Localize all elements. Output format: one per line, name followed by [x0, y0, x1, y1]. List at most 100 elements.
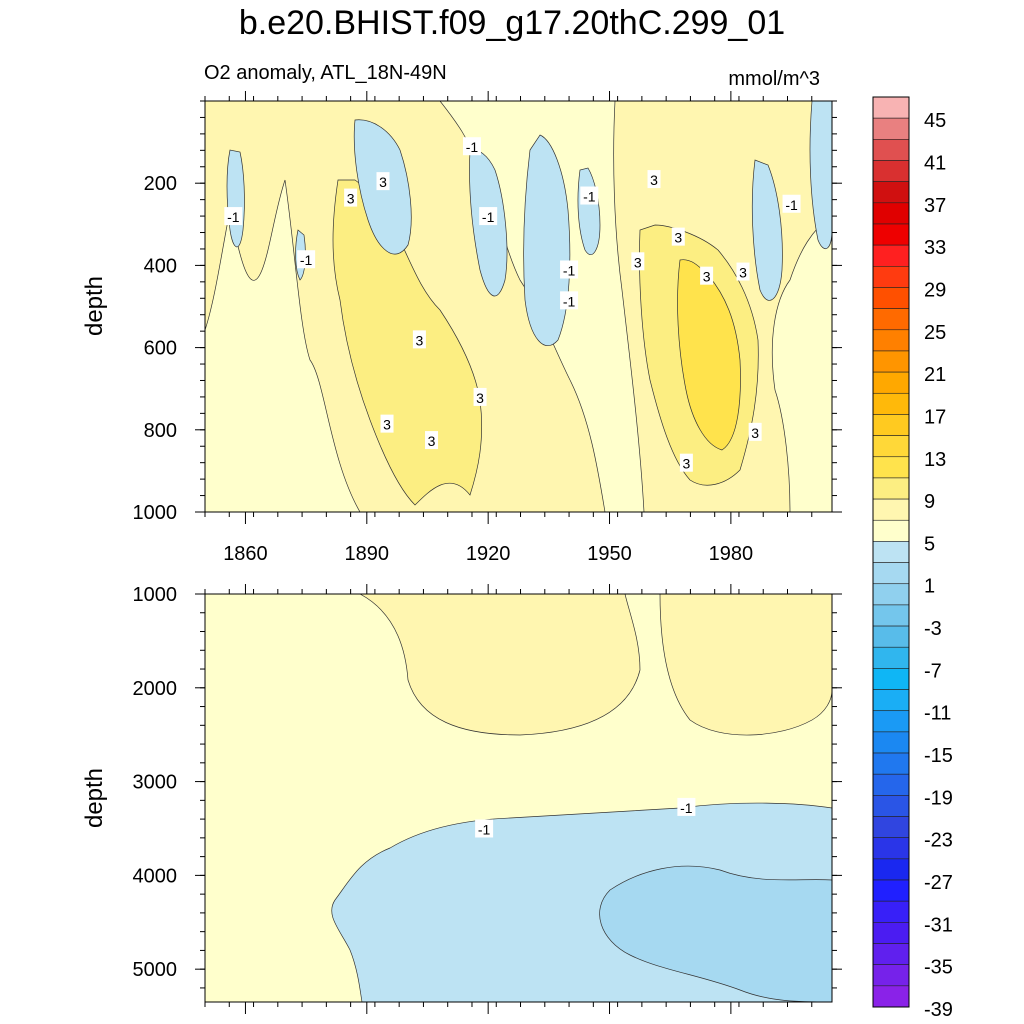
colorbar-swatch: [872, 625, 910, 648]
contour-label: -1: [227, 209, 240, 225]
colorbar-label: 25: [924, 322, 946, 344]
colorbar-swatch: [872, 181, 910, 204]
colorbar-label: 41: [924, 152, 946, 174]
colorbar-swatch: [872, 731, 910, 754]
y-tick-label: 2000: [133, 678, 178, 700]
colorbar-swatch: [872, 202, 910, 225]
contour-label-bg: [425, 431, 439, 450]
contour-label-bg: [700, 266, 714, 285]
contour-label-bg: [376, 172, 390, 191]
colorbar-label: -19: [924, 787, 953, 809]
contour-label-bg: [560, 260, 579, 279]
lower-axes: 1000 2000 3000 4000 5000 depth: [81, 584, 842, 1014]
y-tick-label: 5000: [133, 959, 178, 981]
colorbar-label: 17: [924, 406, 946, 428]
x-tick-label: 1890: [345, 543, 390, 565]
contour-label-bg: [677, 797, 696, 816]
contour-label: 3: [634, 254, 642, 270]
contour-label: -1: [563, 263, 576, 279]
contour-label-bg: [647, 170, 661, 189]
contour-label-bg: [479, 207, 498, 226]
x-tick-label: 1950: [587, 543, 632, 565]
lower-neg-b: [599, 865, 832, 1002]
colorbar-label: -35: [924, 957, 953, 979]
contour-label-bg: [462, 137, 481, 156]
contour-label: 3: [415, 332, 423, 348]
colorbar-label: 37: [924, 195, 946, 217]
chart-title: b.e20.BHIST.f09_g17.20thC.299_01: [238, 4, 786, 42]
colorbar-label: -15: [924, 745, 953, 767]
colorbar-swatch: [872, 456, 910, 479]
colorbar-label: 33: [924, 237, 946, 259]
contour-label-bg: [580, 186, 599, 205]
colorbar-swatch: [872, 795, 910, 817]
colorbar-label: 29: [924, 279, 946, 301]
contour-label: 3: [682, 456, 690, 472]
upper-neg-4: [523, 134, 571, 346]
contour-label-bg: [224, 207, 243, 226]
contour-label: 3: [383, 417, 391, 433]
contour-label-bg: [736, 262, 750, 281]
colorbar-swatch: [872, 985, 910, 1008]
colorbar-label: -11: [924, 703, 951, 725]
colorbar-label: 5: [924, 533, 935, 555]
colorbar-label: -3: [924, 618, 942, 640]
contour-label: 3: [347, 191, 355, 207]
colorbar-swatch: [872, 435, 910, 458]
colorbar-swatch: [872, 879, 910, 902]
colorbar-label: -23: [924, 830, 953, 852]
upper-neg-6: [751, 159, 783, 301]
contour-label: 3: [650, 172, 658, 188]
upper-contour-labels: -1 -1 3 3 -1 -1 3 3 3 3 -1 -1 -1 3 3 3 3 3 3 3 -1: [224, 137, 801, 472]
colorbar-swatch: [872, 773, 910, 796]
y-tick-label: 1000: [133, 502, 178, 524]
colorbar-label: 45: [924, 110, 946, 132]
colorbar-swatch: [872, 562, 910, 585]
colorbar-swatch: [872, 900, 910, 923]
colorbar-swatch: [872, 519, 910, 542]
contour-label-bg: [671, 227, 685, 246]
colorbar-swatch: [872, 266, 910, 288]
colorbar-swatch: [872, 350, 910, 373]
contour-label-bg: [748, 422, 762, 441]
colorbar-swatch: [872, 604, 910, 627]
contour-label-bg: [473, 387, 487, 406]
contour-label: 3: [751, 425, 759, 441]
contour-label-bg: [412, 330, 426, 349]
x-tick-label: 1980: [709, 543, 754, 565]
y-tick-label: 800: [144, 420, 177, 442]
contour-label: -1: [583, 189, 596, 205]
contour-label: -1: [680, 800, 693, 816]
upper-panel: [205, 101, 832, 512]
colorbar-swatch: [872, 710, 910, 733]
lower-contour-labels: -1 -1: [475, 797, 696, 838]
upper-axes: 200 400 600 800 1000 1860 1890 1920 1950 1980 dept…: [81, 91, 842, 565]
colorbar-label: -31: [924, 914, 953, 936]
colorbar-swatch: [872, 160, 910, 182]
colorbar-swatch: [872, 244, 910, 267]
colorbar-swatch: [872, 583, 910, 606]
colorbar-label: 13: [924, 449, 946, 471]
contour-label-bg: [560, 291, 579, 310]
colorbar-label: 21: [924, 364, 946, 386]
contour-label: 3: [739, 265, 747, 281]
colorbar-swatch: [872, 668, 910, 690]
lower-frame: [204, 593, 833, 1003]
lower-band-a: [359, 594, 641, 736]
colorbar-label: 1: [924, 576, 935, 598]
contour-label-bg: [380, 414, 394, 433]
upper-band-c: [332, 179, 482, 506]
contour-label-bg: [475, 819, 494, 838]
colorbar-swatch: [872, 646, 910, 669]
colorbar-swatch: [872, 541, 910, 563]
colorbar-swatch: [872, 689, 910, 712]
upper-neg-7: [809, 101, 832, 250]
colorbar-swatch: [872, 498, 910, 521]
y-tick-label: 200: [144, 173, 177, 195]
colorbar-swatch: [872, 139, 910, 161]
upper-frame: [204, 100, 833, 513]
x-tick-label: 1860: [223, 543, 268, 565]
colorbar-swatch: [872, 964, 910, 987]
contour-label: 3: [674, 230, 682, 246]
